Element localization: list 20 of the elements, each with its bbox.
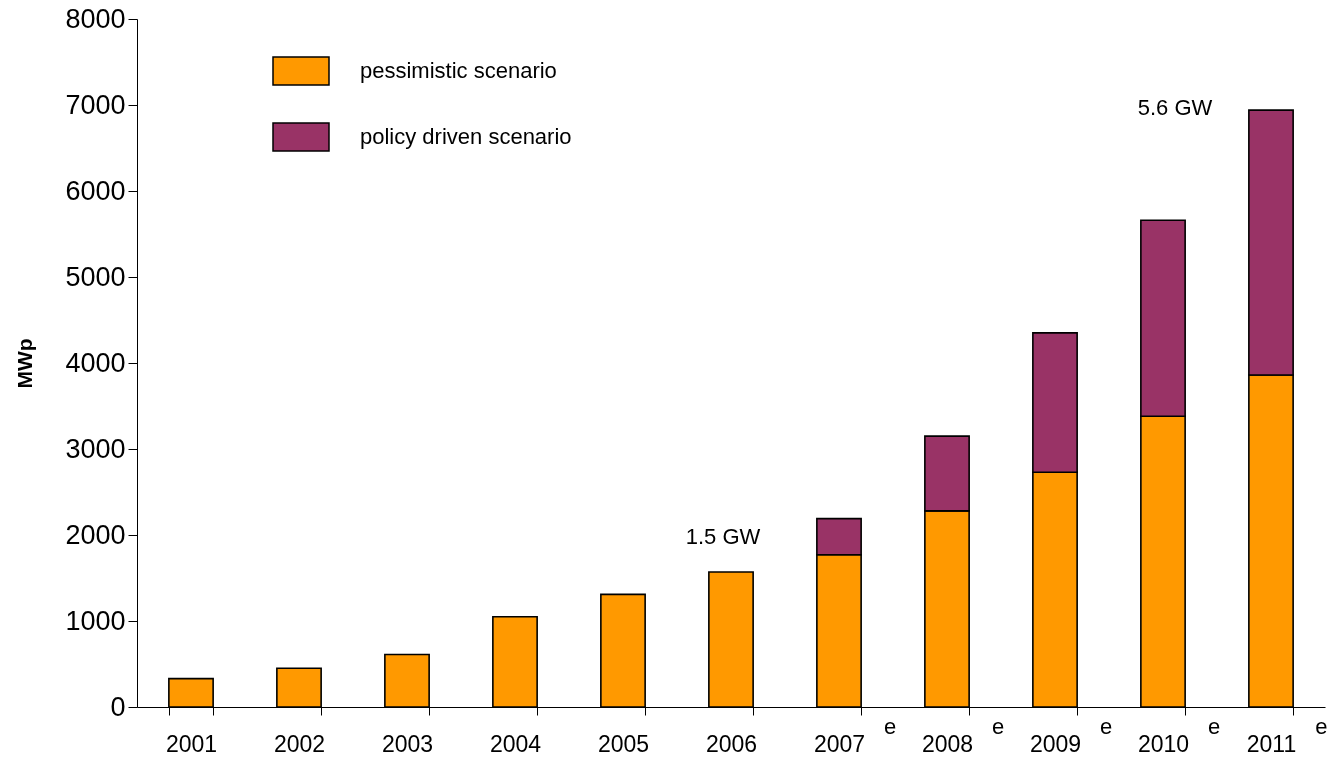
y-tick-label: 2000 xyxy=(65,519,126,550)
y-tick-label: 0 xyxy=(110,691,126,722)
y-tick-label: 3000 xyxy=(65,433,126,464)
annotation: 1.5 GW xyxy=(685,524,761,549)
y-tick-label: 8000 xyxy=(65,3,126,34)
annotation: 5.6 GW xyxy=(1137,95,1213,120)
x-tick-label: 2006 xyxy=(705,730,758,757)
legend-label: pessimistic scenario xyxy=(360,58,557,83)
y-tick-label: 7000 xyxy=(65,89,126,120)
x-tick-label: 2001 xyxy=(165,730,218,757)
y-axis-title: MWp xyxy=(12,338,36,389)
x-tick-label: 2002 xyxy=(273,730,326,757)
x-tick-label: 2005 xyxy=(597,730,650,757)
y-tick-label: 6000 xyxy=(65,175,126,206)
y-tick-label: 4000 xyxy=(65,347,126,378)
y-tick-label: 5000 xyxy=(65,261,126,292)
x-tick-label: 2003 xyxy=(381,730,434,757)
x-tick-label: 2004 xyxy=(489,730,542,757)
legend-label: policy driven scenario xyxy=(360,124,572,149)
y-tick-label: 1000 xyxy=(65,605,126,636)
